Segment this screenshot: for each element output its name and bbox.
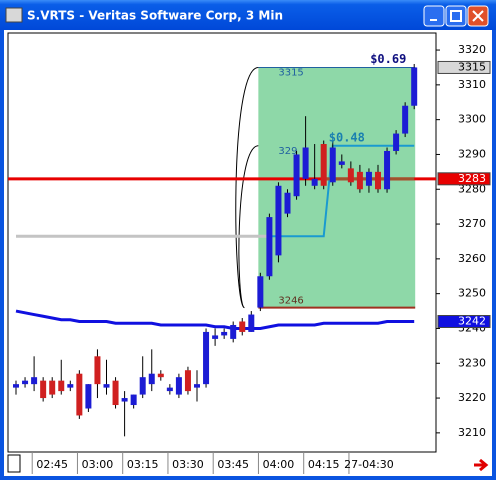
- x-tick-label: 27-04:30: [344, 458, 394, 471]
- minimize-button[interactable]: [423, 5, 445, 27]
- price-tag: [437, 60, 491, 74]
- y-tick-label: 3300: [458, 113, 486, 126]
- candle-body: [393, 133, 400, 151]
- candle-body: [85, 384, 92, 409]
- candle-body: [212, 335, 219, 339]
- app-icon: [5, 7, 23, 23]
- bracket: [238, 145, 259, 309]
- scroll-box[interactable]: [7, 454, 21, 473]
- x-tick-label: 04:00: [263, 458, 295, 471]
- y-tick-label: 3320: [458, 43, 486, 56]
- candle-body: [311, 178, 318, 186]
- window-buttons: [423, 5, 489, 27]
- x-tick-label: 03:15: [127, 458, 159, 471]
- x-tick-label: 02:45: [36, 458, 68, 471]
- y-tick-label: 3290: [458, 147, 486, 160]
- scroll-arrow[interactable]: [474, 458, 489, 472]
- close-icon: [472, 10, 484, 22]
- minimize-icon: [430, 19, 437, 21]
- candle-body: [184, 370, 191, 392]
- candle-body: [347, 168, 354, 183]
- candle-body: [157, 373, 164, 378]
- y-tick-label: 3210: [458, 426, 486, 439]
- candle-body: [31, 377, 38, 385]
- candle-body: [221, 331, 228, 336]
- y-tick-label: 3280: [458, 182, 486, 195]
- y-tick-label: 3220: [458, 391, 486, 404]
- price-tag-label: 3283: [458, 172, 486, 185]
- candle-body: [130, 394, 137, 406]
- candle-body: [40, 380, 47, 399]
- box-top-label: 3315: [278, 67, 303, 78]
- candle-body: [239, 321, 246, 332]
- maximize-icon: [450, 10, 462, 22]
- candle-body: [338, 161, 345, 165]
- candle-body: [175, 377, 182, 395]
- candle-body: [320, 144, 327, 186]
- candle-body: [139, 377, 146, 395]
- window-title: S.VRTS - Veritas Software Corp, 3 Min: [27, 9, 283, 23]
- annotation: $0.69: [370, 52, 406, 66]
- y-tick-label: 3260: [458, 252, 486, 265]
- candle-body: [275, 185, 282, 256]
- candle-body: [375, 171, 381, 190]
- candle-body: [22, 380, 29, 385]
- y-tick-label: 3270: [458, 217, 486, 230]
- candle-body: [365, 171, 372, 186]
- price-tag: [437, 172, 491, 186]
- candle-body: [112, 380, 119, 406]
- price-tag-label: 3242: [458, 314, 486, 327]
- candle-body: [94, 356, 101, 385]
- maximize-button[interactable]: [445, 5, 467, 27]
- candle-body: [266, 217, 273, 277]
- box-mid-label: 329: [278, 146, 297, 157]
- x-tick-label: 03:45: [217, 458, 249, 471]
- x-tick-label: 03:00: [82, 458, 114, 471]
- candle-body: [121, 398, 128, 402]
- box-bottom-label: 3246: [278, 296, 303, 307]
- candle-body: [329, 147, 336, 183]
- candle-body: [76, 373, 83, 416]
- candle-body: [194, 384, 200, 388]
- candle-body: [103, 384, 110, 388]
- candle-body: [148, 373, 155, 385]
- candle-body: [248, 314, 255, 332]
- candle-body: [411, 67, 418, 106]
- candle-body: [402, 105, 409, 134]
- price-tag-label: 3315: [458, 60, 486, 73]
- candle-body: [356, 171, 363, 190]
- candle-body: [257, 276, 264, 308]
- candle-body: [293, 154, 300, 197]
- range-box: [258, 67, 416, 308]
- x-tick-label: 04:15: [308, 458, 340, 471]
- annotation: $0.48: [329, 130, 365, 144]
- candle-body: [49, 380, 56, 395]
- y-tick-label: 3230: [458, 356, 486, 369]
- plot: 3210322032303240325032603270328032903300…: [8, 43, 491, 474]
- y-tick-label: 3250: [458, 287, 486, 300]
- candle-body: [230, 324, 237, 339]
- candle-body: [284, 192, 291, 214]
- candle-body: [166, 387, 173, 392]
- candle-body: [67, 384, 74, 388]
- indicator-line: [15, 309, 415, 330]
- candle-body: [384, 150, 391, 190]
- indicator-line: [269, 144, 415, 238]
- price-tag: [437, 314, 491, 328]
- candle-body: [203, 331, 210, 385]
- bracket: [235, 66, 259, 309]
- y-tick-label: 3310: [458, 78, 486, 91]
- x-tick-label: 03:30: [172, 458, 204, 471]
- candle-body: [13, 384, 19, 388]
- candle-body: [58, 380, 65, 392]
- title-bar: [0, 0, 496, 30]
- candle-body: [302, 147, 309, 179]
